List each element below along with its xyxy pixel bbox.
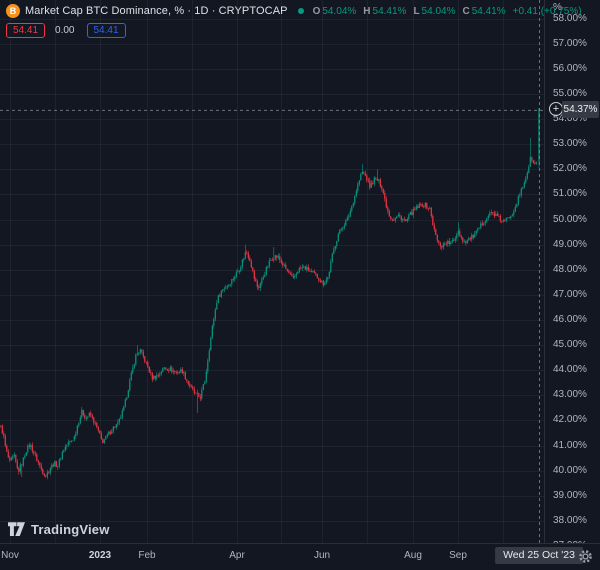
price-axis-tick: 54.00%: [553, 113, 587, 125]
price-axis-tick: 51.00%: [553, 188, 587, 200]
price-axis-tick: 49.00%: [553, 238, 587, 250]
crosshair-date-label: Wed 25 Oct '23: [495, 547, 583, 564]
buy-price-badge[interactable]: 54.41: [86, 23, 126, 38]
high-value: 54.41%: [372, 5, 407, 17]
spread-value: 0.00: [55, 25, 75, 36]
close-label: C: [462, 5, 470, 17]
legend: B Market Cap BTC Dominance, % · 1D · CRY…: [6, 3, 582, 38]
price-axis-tick: 47.00%: [553, 288, 587, 300]
symbol-logo-icon: B: [6, 4, 20, 18]
watermark-label: TradingView: [31, 522, 110, 537]
symbol-title[interactable]: Market Cap BTC Dominance, % · 1D · CRYPT…: [25, 5, 288, 17]
time-axis-label: Jun: [313, 550, 331, 561]
price-axis-tick: 39.00%: [553, 489, 587, 501]
price-axis-unit: %: [553, 2, 562, 13]
change-value: +0.41 (+0.75%): [512, 5, 582, 17]
time-axis[interactable]: Nov 2023 Feb Apr Jun Aug Sep Wed 25 Oct '23: [0, 543, 600, 570]
price-axis-tick: 48.00%: [553, 263, 587, 275]
price-axis-tick: 44.00%: [553, 364, 587, 376]
price-axis-tick: 52.00%: [553, 163, 587, 175]
time-axis-label: Nov: [1, 550, 19, 561]
low-label: L: [413, 5, 420, 17]
price-axis-tick: 53.00%: [553, 138, 587, 150]
ohlc-values: O 54.04% H 54.41% L 54.04% C 54.41% +0.4…: [313, 6, 582, 17]
time-axis-label: Apr: [229, 550, 245, 561]
tradingview-watermark: TradingView: [8, 522, 110, 537]
sell-price-badge[interactable]: 54.41: [6, 23, 46, 38]
price-axis-tick: 50.00%: [553, 213, 587, 225]
market-status-icon[interactable]: [297, 8, 304, 14]
low-value: 54.04%: [421, 5, 456, 17]
crosshair-price-label: 54.37%: [562, 101, 599, 119]
price-axis-tick: 38.00%: [553, 514, 587, 526]
price-axis-tick: 55.00%: [553, 87, 587, 99]
time-axis-label: 2023: [88, 550, 112, 561]
price-axis-tick: 40.00%: [553, 464, 587, 476]
time-axis-label: Feb: [138, 550, 156, 561]
tradingview-logo-icon: [8, 522, 25, 537]
price-axis-tick: 56.00%: [553, 62, 587, 74]
price-axis-tick: 58.00%: [553, 12, 587, 24]
high-label: H: [363, 5, 371, 17]
price-axis-tick: 43.00%: [553, 389, 587, 401]
price-axis-tick: 45.00%: [553, 339, 587, 351]
time-axis-label: Aug: [404, 550, 422, 561]
price-axis-tick: 57.00%: [553, 37, 587, 49]
time-axis-label: Sep: [449, 550, 467, 561]
price-axis-tick: 46.00%: [553, 313, 587, 325]
price-axis[interactable]: % 58.00% 57.00% 56.00% 55.00% 54.00% 53.00% 52…: [544, 0, 600, 551]
open-value: 54.04%: [322, 5, 357, 17]
price-axis-tick: 41.00%: [553, 439, 587, 451]
close-value: 54.41%: [471, 5, 506, 17]
price-scale-settings-gear-icon[interactable]: [578, 549, 593, 564]
price-axis-tick: 42.00%: [553, 414, 587, 426]
open-label: O: [312, 5, 321, 17]
